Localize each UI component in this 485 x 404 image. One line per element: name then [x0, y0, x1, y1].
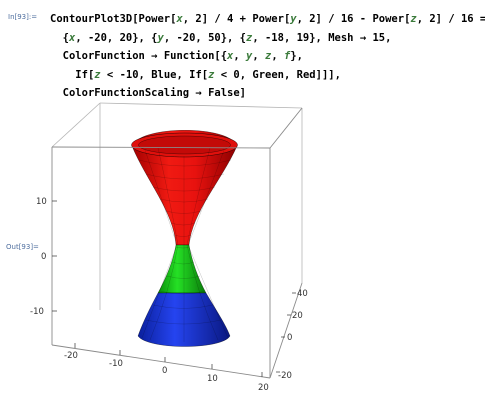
code-input[interactable]: ContourPlot3D[Power[x, 2] / 4 + Power[y,… — [50, 10, 485, 103]
surface-red-region — [131, 130, 238, 246]
code-line-1: ContourPlot3D[Power[x, 2] / 4 + Power[y,… — [50, 13, 485, 25]
surface-blue-region — [137, 292, 231, 347]
code-line-2: {x, -20, 20}, {y, -20, 50}, {z, -18, 19}… — [62, 31, 392, 44]
x-tick-0: 0 — [162, 366, 167, 376]
input-label: In[93]:= — [8, 13, 38, 21]
y-tick-neg20: -20 — [278, 371, 292, 381]
surface-mesh — [138, 147, 232, 342]
y-tick-0: 0 — [287, 333, 292, 343]
code-line-4: If[z < -10, Blue, If[z < 0, Green, Red]]… — [75, 68, 341, 81]
code-line-3: ColorFunction → Function[{x, y, z, f}, — [62, 50, 303, 62]
y-tick-20: 20 — [292, 311, 303, 321]
x-tick-20: 20 — [258, 383, 269, 393]
surface-green-region — [157, 244, 207, 294]
output-label: Out[93]= — [6, 243, 39, 251]
x-tick-neg10: -10 — [109, 359, 123, 369]
z-axis — [52, 200, 57, 312]
z-tick-10: 10 — [36, 197, 47, 207]
code-line-5: ColorFunctionScaling → False] — [62, 87, 246, 99]
x-tick-neg20: -20 — [64, 351, 78, 361]
x-tick-10: 10 — [207, 374, 218, 384]
bounding-box-back — [51, 102, 303, 310]
x-axis — [74, 343, 263, 377]
z-tick-neg10: -10 — [30, 307, 44, 317]
y-axis — [276, 292, 296, 373]
bounding-box-front — [51, 107, 303, 379]
y-tick-40: 40 — [297, 289, 308, 299]
z-tick-0: 0 — [41, 252, 46, 262]
